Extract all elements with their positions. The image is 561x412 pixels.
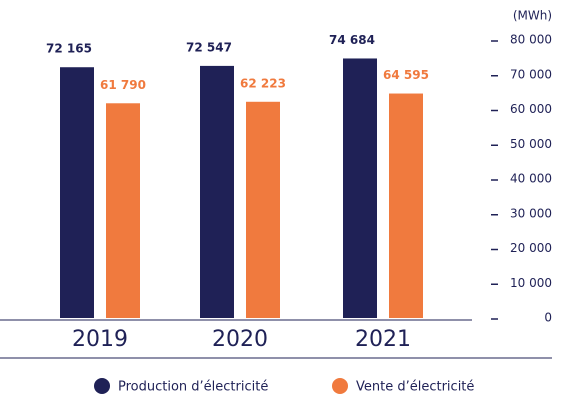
y-tick-label: 20 000 <box>510 241 552 255</box>
y-tick-label: 10 000 <box>510 276 552 290</box>
y-tick-label: 0 <box>544 311 552 325</box>
x-tick-label: 2021 <box>355 327 411 352</box>
bar <box>106 103 140 318</box>
unit-label: (MWh) <box>513 9 552 23</box>
bar <box>60 67 94 318</box>
value-label: 72 547 <box>186 40 232 54</box>
x-tick-label: 2020 <box>212 327 268 352</box>
y-tick-label: 40 000 <box>510 172 552 186</box>
value-label: 61 790 <box>100 78 146 92</box>
value-label: 62 223 <box>240 76 286 90</box>
value-label: 72 165 <box>46 42 92 56</box>
legend-label: Production d’électricité <box>118 380 268 395</box>
bar <box>343 58 377 319</box>
y-tick-label: 80 000 <box>510 33 552 47</box>
x-tick-label: 2019 <box>72 327 128 352</box>
value-label: 74 684 <box>329 33 375 47</box>
bar <box>200 65 234 319</box>
legend-label: Vente d’électricité <box>356 380 474 395</box>
y-tick-label: 70 000 <box>510 67 552 81</box>
y-tick-label: 50 000 <box>510 137 552 151</box>
legend-swatch <box>332 378 348 394</box>
legend-swatch <box>94 378 110 394</box>
value-label: 64 595 <box>383 68 429 82</box>
bar <box>389 93 423 318</box>
bar <box>246 101 280 318</box>
y-tick-label: 30 000 <box>510 206 552 220</box>
y-tick-label: 60 000 <box>510 102 552 116</box>
